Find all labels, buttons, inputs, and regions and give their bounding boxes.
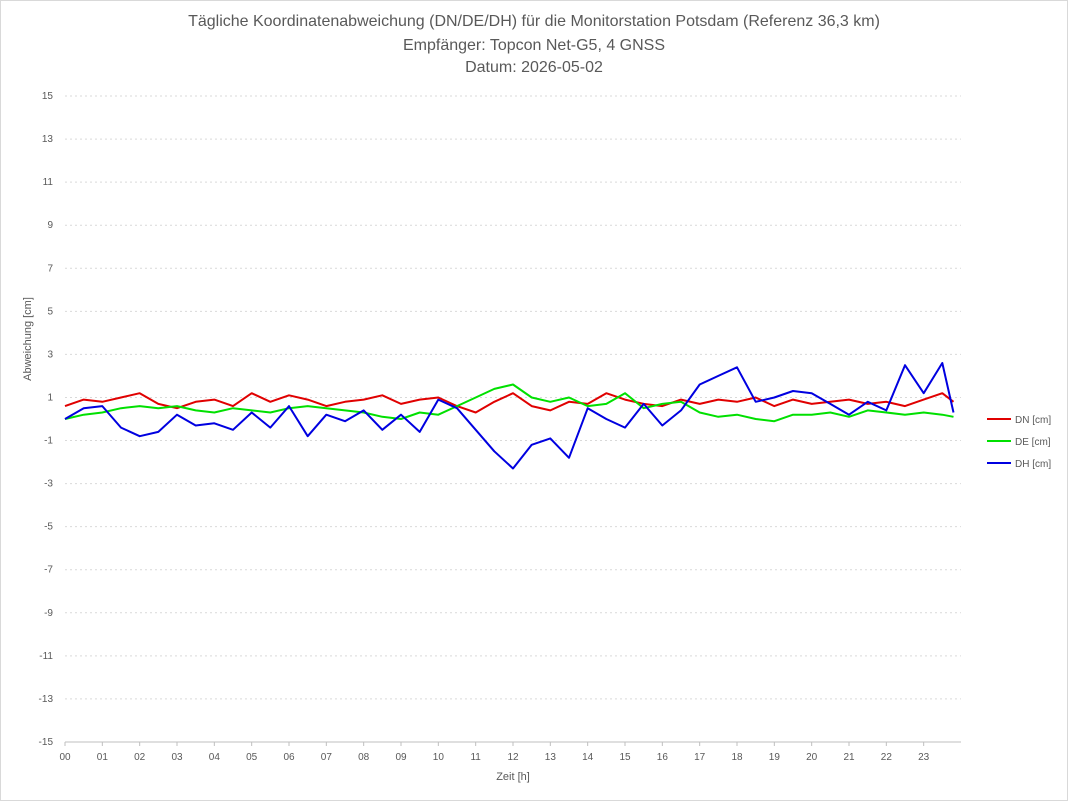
x-tick-label: 22 — [881, 752, 893, 763]
y-tick-label: 15 — [42, 91, 54, 102]
series-line — [64, 392, 955, 414]
x-tick-label: 14 — [582, 752, 594, 763]
x-tick-label: 18 — [731, 752, 743, 763]
chart-subtitle: Empfänger: Topcon Net-G5, 4 GNSS — [402, 37, 666, 54]
series-lines — [64, 362, 955, 470]
chart-date: Datum: 2026-05-02 — [465, 59, 603, 76]
y-tick-label: 13 — [42, 134, 54, 145]
y-tick-label: -11 — [39, 651, 53, 662]
y-tick-label: 3 — [47, 349, 53, 360]
x-tick-label: 11 — [470, 752, 481, 763]
x-tick-label: 17 — [694, 752, 706, 763]
y-axis-label: Abweichung [cm] — [22, 297, 34, 381]
x-tick-label: 21 — [843, 752, 855, 763]
x-tick-label: 07 — [321, 752, 333, 763]
y-tick-label: 5 — [47, 306, 53, 317]
y-tick-label: -1 — [44, 436, 53, 447]
y-tick-label: -13 — [39, 694, 54, 705]
x-tick-label: 06 — [283, 752, 295, 763]
x-tick-label: 20 — [806, 752, 818, 763]
y-axis-ticks: 15 13 11 9 7 5 3 1 -1 -3 -5 -7 -9 -11 -13 -15 — [39, 91, 54, 748]
legend: DN [cm] DE [cm] DH [cm] — [987, 415, 1051, 470]
x-tick-label: 16 — [657, 752, 669, 763]
x-tick-label: 04 — [209, 752, 221, 763]
y-tick-label: -7 — [44, 565, 53, 576]
x-tick-label: 01 — [97, 752, 109, 763]
y-tick-label: -3 — [44, 479, 53, 490]
legend-label: DN [cm] — [1015, 415, 1051, 426]
x-tick-label: 00 — [59, 752, 71, 763]
legend-label: DH [cm] — [1015, 459, 1051, 470]
x-tick-label: 09 — [395, 752, 407, 763]
x-tick-label: 02 — [134, 752, 146, 763]
x-tick-label: 15 — [619, 752, 631, 763]
y-tick-label: 1 — [47, 392, 53, 403]
y-tick-label: 11 — [43, 177, 54, 188]
x-tick-label: 03 — [171, 752, 183, 763]
grid-lines — [65, 95, 961, 743]
y-tick-label: 9 — [47, 220, 53, 231]
x-tick-label: 10 — [433, 752, 445, 763]
x-tick-label: 08 — [358, 752, 370, 763]
series-line — [64, 383, 954, 423]
y-tick-label: -5 — [44, 522, 53, 533]
x-tick-label: 13 — [545, 752, 557, 763]
series-line — [64, 362, 955, 470]
legend-label: DE [cm] — [1015, 437, 1051, 448]
x-axis-label: Zeit [h] — [496, 771, 530, 783]
x-tick-label: 05 — [246, 752, 258, 763]
y-tick-label: 7 — [47, 263, 53, 274]
x-axis-ticks: 00 01 02 03 04 05 06 07 08 09 10 11 12 13 14 15 16 17 18 19… — [59, 742, 930, 763]
x-tick-label: 19 — [769, 752, 781, 763]
chart-title: Tägliche Koordinatenabweichung (DN/DE/DH… — [188, 13, 880, 30]
x-tick-label: 23 — [918, 752, 930, 763]
y-tick-label: -9 — [44, 608, 53, 619]
y-tick-label: -15 — [39, 737, 54, 748]
x-tick-label: 12 — [507, 752, 519, 763]
